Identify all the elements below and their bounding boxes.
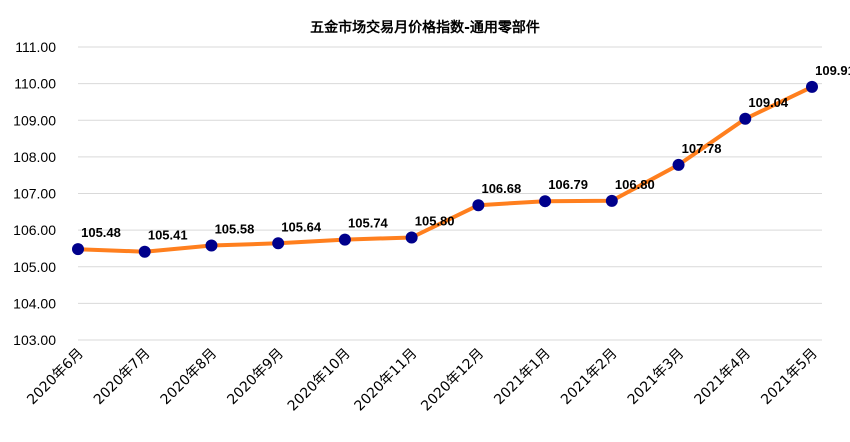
y-tick-label: 110.00 bbox=[14, 76, 56, 92]
x-tick-label: 2021年2月 bbox=[558, 346, 621, 409]
x-tick-label: 2020年11月 bbox=[352, 346, 421, 415]
x-tick-label: 2021年5月 bbox=[758, 346, 821, 409]
y-tick-label: 105.00 bbox=[13, 259, 56, 275]
data-point bbox=[739, 112, 752, 125]
x-axis-ticks: 2020年6月 2020年7月 2020年8月 2020年9月2020年10月2020… bbox=[24, 346, 821, 415]
gridlines bbox=[78, 46, 822, 341]
x-tick-label: 2020年10月 bbox=[285, 346, 354, 415]
data-point bbox=[806, 80, 818, 93]
data-point bbox=[205, 239, 218, 252]
data-label: 106.79 bbox=[548, 177, 588, 192]
data-point bbox=[138, 245, 151, 258]
data-label: 106.80 bbox=[615, 177, 655, 192]
data-label: 105.80 bbox=[415, 213, 455, 228]
y-tick-label: 103.00 bbox=[13, 332, 56, 348]
data-point bbox=[405, 231, 418, 244]
series-polyline bbox=[76, 84, 814, 254]
data-labels: 105.48 105.41 105.58 105.64 105.74 105.80 106.… bbox=[81, 63, 850, 243]
x-tick-label: 2020年6月 bbox=[24, 346, 87, 409]
data-label: 105.74 bbox=[348, 216, 389, 231]
data-point bbox=[672, 158, 685, 171]
data-label: 109.91 bbox=[815, 63, 850, 78]
y-tick-label: 111.00 bbox=[15, 39, 56, 55]
data-label: 105.58 bbox=[215, 222, 255, 237]
data-point bbox=[72, 243, 84, 256]
data-label: 109.04 bbox=[748, 95, 789, 110]
data-point bbox=[338, 233, 351, 246]
series-line bbox=[76, 84, 814, 254]
x-tick-label: 2021年1月 bbox=[491, 346, 554, 409]
x-tick-label: 2021年3月 bbox=[625, 346, 688, 409]
series-markers bbox=[72, 80, 818, 258]
data-label: 105.48 bbox=[81, 225, 121, 240]
y-tick-label: 104.00 bbox=[13, 295, 56, 311]
data-point bbox=[605, 194, 618, 207]
x-tick-label: 2020年7月 bbox=[91, 346, 154, 409]
x-tick-label: 2021年4月 bbox=[691, 346, 754, 409]
data-label: 105.41 bbox=[148, 228, 188, 243]
chart-title: 五金市场交易月价格指数-通用零部件 bbox=[310, 19, 540, 36]
y-axis-ticks: 103.00 104.00 105.00 106.00 107.00 108.00 109.… bbox=[13, 39, 56, 348]
data-label: 106.68 bbox=[481, 181, 521, 196]
data-label: 107.78 bbox=[682, 141, 722, 156]
y-tick-label: 106.00 bbox=[13, 222, 56, 238]
y-tick-label: 107.00 bbox=[13, 186, 56, 202]
data-point bbox=[539, 195, 552, 208]
y-tick-label: 108.00 bbox=[13, 149, 56, 165]
data-label: 105.64 bbox=[281, 219, 322, 234]
y-tick-label: 109.00 bbox=[13, 112, 56, 128]
data-point bbox=[272, 237, 285, 250]
x-tick-label: 2020年8月 bbox=[158, 346, 221, 409]
data-point bbox=[472, 199, 485, 212]
x-tick-label: 2020年12月 bbox=[418, 346, 487, 415]
x-tick-label: 2020年9月 bbox=[224, 346, 287, 409]
